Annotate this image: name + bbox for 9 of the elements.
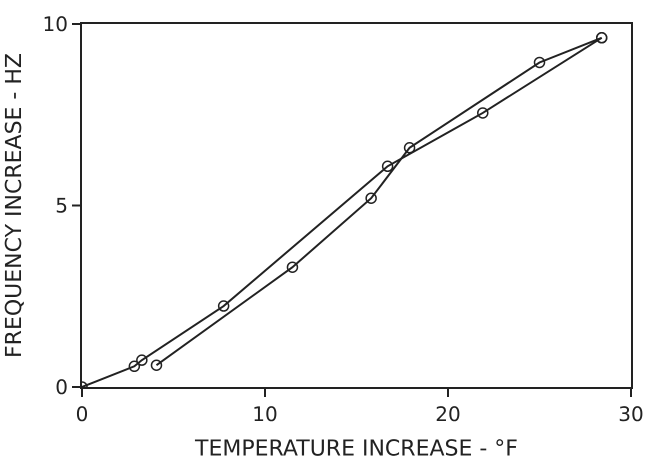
x-tick-label: 30	[618, 402, 644, 426]
y-tick-label: 10	[42, 12, 68, 36]
x-tick-label: 10	[252, 402, 278, 426]
x-tick-label: 0	[76, 402, 88, 426]
x-axis-title: TEMPERATURE INCREASE - °F	[194, 436, 518, 462]
x-tick-label: 20	[435, 402, 461, 426]
y-axis-title: FREQUENCY INCREASE - HZ	[2, 53, 27, 358]
y-tick-label: 0	[55, 375, 68, 399]
y-tick-label: 5	[55, 194, 68, 218]
